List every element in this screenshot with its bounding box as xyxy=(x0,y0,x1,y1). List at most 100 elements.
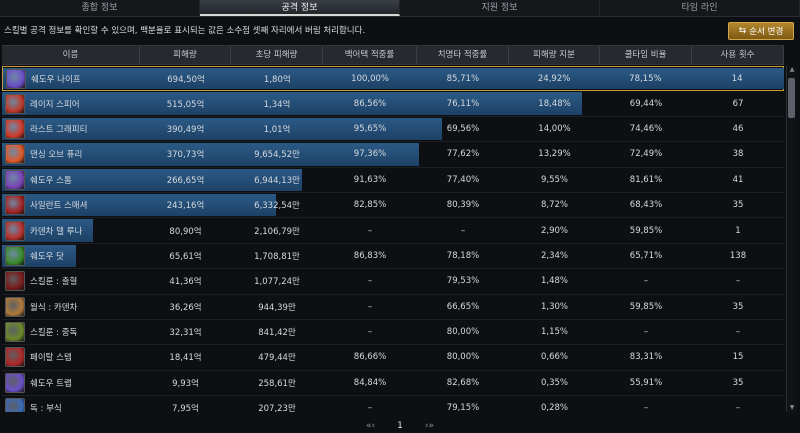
tab-timeline[interactable]: 타임 라인 xyxy=(600,0,800,16)
scrollbar[interactable]: ▲ ▼ xyxy=(786,66,796,412)
cell-uses: 138 xyxy=(729,250,747,261)
skill-name-label: 스킬룬 : 중독 xyxy=(30,328,78,339)
skill-name-label: 쉐도우 스톰 xyxy=(30,175,72,186)
header-crit[interactable]: 치명타 적중률 xyxy=(417,46,509,64)
top-tabs: 종합 정보 공격 정보 지원 정보 타임 라인 xyxy=(0,0,800,17)
header-dps[interactable]: 초당 피해량 xyxy=(231,46,323,64)
skill-icon xyxy=(5,398,25,412)
skill-name-label: 쉐도우 나이프 xyxy=(31,74,81,85)
table-row[interactable]: 월식 : 카덴차 36,26억 944,39만 – 66,65% 1,30% 59,85% 3… xyxy=(2,295,784,320)
tab-attack[interactable]: 공격 정보 xyxy=(200,0,400,16)
header-back-attack[interactable]: 백어택 적중률 xyxy=(323,46,417,64)
cell-skill-name: 쉐도우 스톰 xyxy=(2,169,140,190)
swap-icon: ⇆ xyxy=(738,26,747,36)
cell-uses: 15 xyxy=(732,352,744,363)
skill-name-label: 독 : 부식 xyxy=(30,404,62,412)
cell-dps: 258,61만 xyxy=(258,378,296,389)
cell-damage: 390,49억 xyxy=(166,124,205,135)
page-number[interactable]: 1 xyxy=(397,421,403,431)
cell-back-attack: 86,56% xyxy=(353,98,387,109)
damage-share-bar xyxy=(2,143,419,166)
cell-back-attack: 86,83% xyxy=(353,250,387,261)
cell-damage: 36,26억 xyxy=(169,302,202,313)
damage-share-bar xyxy=(2,193,276,217)
header-cooldown[interactable]: 쿨타임 비율 xyxy=(600,46,692,64)
cell-cooldown: 59,85% xyxy=(629,225,663,236)
table-row[interactable]: 쉐도우 닷 65,61억 1,708,81만 86,83% 78,18% 2,34% 65,… xyxy=(2,244,784,270)
cell-cooldown: 68,43% xyxy=(629,200,663,211)
skill-icon xyxy=(5,296,25,317)
cell-back-attack: 100,00% xyxy=(351,73,389,84)
table-row[interactable]: 레이지 스피어 515,05억 1,34억 86,56% 76,11% 18,48% 69,… xyxy=(2,91,784,117)
scroll-down-arrow-icon[interactable]: ▼ xyxy=(789,404,795,411)
cell-dps: 944,39만 xyxy=(258,302,296,313)
table-row[interactable]: 스킬룬 : 출혈 41,36억 1,077,24만 – 79,53% 1,48% – – xyxy=(2,269,784,295)
table-row[interactable]: 스킬룬 : 중독 32,31억 841,42만 – 80,00% 1,15% – – xyxy=(2,320,784,346)
skill-name-label: 쉐도우 닷 xyxy=(30,251,64,262)
cell-damage: 515,05억 xyxy=(166,99,205,110)
table-row[interactable]: 카덴차 델 루나 80,90억 2,106,79만 – – 2,90% 59,85% 1 xyxy=(2,218,784,244)
cell-crit: 79,53% xyxy=(446,276,480,287)
cell-crit: 69,56% xyxy=(446,123,480,134)
cell-back-attack: 91,63% xyxy=(353,174,387,185)
skill-icon xyxy=(5,372,25,393)
table-row[interactable]: 쉐도우 트랩 9,93억 258,61만 84,84% 82,68% 0,35% 55,91… xyxy=(2,371,784,397)
cell-share: 2,34% xyxy=(540,250,568,261)
cell-damage: 9,93억 xyxy=(172,378,199,389)
cell-share: 1,48% xyxy=(540,276,568,287)
cell-crit: – xyxy=(460,225,466,236)
cell-share: 0,66% xyxy=(540,352,568,363)
table-row[interactable]: 사일런트 스매셔 243,16억 6,332,54만 82,85% 80,39% 8,72… xyxy=(2,193,784,219)
cell-share: 1,30% xyxy=(540,301,568,312)
table-row[interactable]: 쉐도우 스톰 266,65억 6,944,13만 91,63% 77,40% 9,55% 8… xyxy=(2,168,784,193)
tab-overview[interactable]: 종합 정보 xyxy=(0,0,200,16)
cell-crit: 79,15% xyxy=(446,403,480,412)
header-uses[interactable]: 사용 횟수 xyxy=(692,46,784,64)
table-row[interactable]: 독 : 부식 7,95억 207,23만 – 79,15% 0,28% – – xyxy=(2,396,784,412)
cell-uses: – xyxy=(735,403,741,412)
cell-cooldown: 65,71% xyxy=(629,250,663,261)
table-row[interactable]: 페이탈 스텝 18,41억 479,44만 86,66% 80,00% 0,66% 83,3… xyxy=(2,345,784,371)
prev-page-icon[interactable]: «‹ xyxy=(366,421,376,431)
scroll-thumb[interactable] xyxy=(788,78,795,118)
skill-icon xyxy=(5,347,25,368)
cell-cooldown: 72,49% xyxy=(629,149,663,160)
cell-dps: 1,077,24만 xyxy=(254,277,300,288)
cell-cooldown: – xyxy=(643,403,649,412)
skill-name-label: 스킬룬 : 출혈 xyxy=(30,277,78,288)
cell-crit: 82,68% xyxy=(446,377,480,388)
table-row[interactable]: 라스트 그래피티 390,49억 1,01억 95,65% 69,56% 14,00% 74… xyxy=(2,117,784,143)
sort-order-button[interactable]: ⇆ 순서 변경 xyxy=(728,22,794,40)
next-page-icon[interactable]: ›» xyxy=(424,421,434,431)
cell-back-attack: – xyxy=(367,301,373,312)
cell-dps: 1,708,81만 xyxy=(254,251,300,262)
cell-share: 2,90% xyxy=(540,225,568,236)
cell-skill-name: 사일런트 스매셔 xyxy=(2,195,140,216)
cell-share: 0,35% xyxy=(540,377,568,388)
skill-icon xyxy=(5,195,25,216)
tab-support[interactable]: 지원 정보 xyxy=(400,0,600,16)
skill-name-label: 사일런트 스매셔 xyxy=(30,201,88,212)
skill-name-label: 라스트 그래피티 xyxy=(30,124,88,135)
cell-damage: 243,16억 xyxy=(166,201,205,212)
cell-cooldown: 59,85% xyxy=(629,301,663,312)
header-name[interactable]: 이름 xyxy=(2,46,140,64)
cell-damage: 370,73억 xyxy=(166,150,205,161)
scroll-up-arrow-icon[interactable]: ▲ xyxy=(789,66,795,73)
header-share[interactable]: 피해량 지분 xyxy=(509,46,600,64)
cell-crit: 77,40% xyxy=(446,174,480,185)
cell-share: 14,00% xyxy=(538,123,571,134)
cell-crit: 85,71% xyxy=(446,73,480,84)
cell-skill-name: 댄싱 오브 퓨리 xyxy=(2,144,140,165)
cell-cooldown: 81,61% xyxy=(629,174,663,185)
cell-skill-name: 독 : 부식 xyxy=(2,398,140,412)
header-damage[interactable]: 피해량 xyxy=(140,46,231,64)
damage-share-bar xyxy=(2,117,442,141)
cell-dps: 6,944,13만 xyxy=(254,175,300,186)
skill-icon xyxy=(5,322,25,343)
cell-share: 9,55% xyxy=(540,174,568,185)
cell-share: 1,15% xyxy=(540,327,568,338)
table-row[interactable]: 쉐도우 나이프 694,50억 1,80억 100,00% 85,71% 24,92% 78… xyxy=(2,66,784,92)
table-row[interactable]: 댄싱 오브 퓨리 370,73억 9,654,52만 97,36% 77,62% 13,2… xyxy=(2,142,784,168)
table-header: 이름 피해량 초당 피해량 백어택 적중률 치명타 적중률 피해량 지분 쿨타임… xyxy=(2,45,784,65)
